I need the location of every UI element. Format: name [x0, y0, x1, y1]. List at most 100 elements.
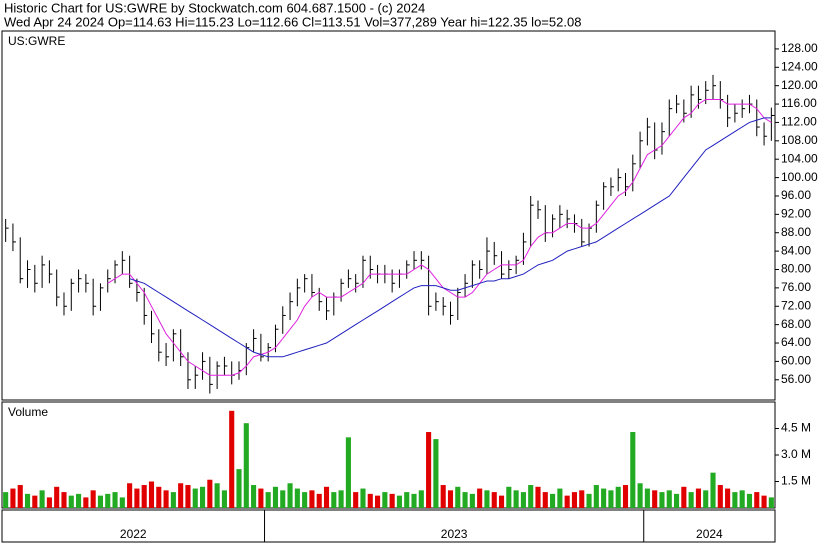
volume-bar	[229, 410, 235, 508]
volume-bar	[462, 492, 468, 508]
volume-bar	[688, 492, 694, 508]
y-tick-label: 124.00	[781, 59, 818, 73]
volume-bar	[498, 495, 505, 508]
volume-bar	[586, 493, 592, 508]
volume-bar	[90, 490, 96, 508]
volume-bar	[659, 492, 665, 508]
volume-bar	[272, 486, 279, 508]
volume-bar	[564, 495, 570, 508]
volume-bar	[3, 492, 9, 508]
y-tick-label: 100.00	[781, 170, 818, 184]
volume-panel	[1, 401, 776, 509]
y-tick-label: 108.00	[781, 133, 818, 147]
volume-bar	[746, 493, 753, 508]
y-tick-label: 92.00	[781, 207, 811, 221]
volume-bar	[251, 485, 257, 508]
volume-bar	[447, 490, 454, 508]
volume-bar	[768, 497, 774, 508]
volume-bar	[761, 495, 767, 508]
volume-bar	[141, 485, 147, 508]
volume-bar	[739, 490, 745, 508]
volume-bar	[593, 485, 599, 508]
volume-bar	[754, 492, 760, 508]
volume-bar	[433, 439, 439, 508]
y-tick-label: 60.00	[781, 354, 811, 368]
volume-bar	[710, 472, 716, 508]
volume-bar	[506, 486, 512, 508]
volume-bar	[353, 492, 359, 508]
volume-bar	[557, 488, 563, 508]
volume-bar	[725, 488, 731, 508]
volume-bar	[703, 490, 709, 508]
symbol-label: US:GWRE	[8, 34, 65, 48]
volume-bar	[54, 486, 60, 508]
volume-bar	[717, 485, 723, 508]
volume-bar	[221, 490, 227, 508]
volume-bar	[214, 483, 220, 508]
volume-bar	[309, 490, 315, 508]
x-tick-label: 2024	[696, 527, 723, 541]
volume-bar	[265, 492, 271, 508]
volume-bar	[418, 490, 424, 508]
volume-bar	[236, 469, 242, 508]
volume-bar	[571, 492, 578, 508]
y-tick-label: 3.0 M	[781, 447, 811, 461]
volume-bar	[484, 490, 490, 508]
header-line1: Historic Chart for US:GWRE by Stockwatch…	[4, 0, 425, 15]
y-tick-label: 104.00	[781, 151, 818, 165]
volume-bar	[280, 490, 286, 508]
volume-bar	[382, 492, 388, 508]
volume-bar	[170, 492, 176, 508]
y-tick-label: 116.00	[781, 96, 817, 110]
volume-bar	[134, 488, 140, 508]
volume-bar	[622, 485, 629, 508]
volume-bar	[24, 493, 31, 508]
y-tick-label: 96.00	[781, 188, 811, 202]
volume-bar	[579, 490, 585, 508]
y-tick-label: 64.00	[781, 335, 811, 349]
volume-bar	[17, 485, 23, 508]
moving-average	[107, 99, 772, 376]
y-tick-label: 76.00	[781, 280, 811, 294]
x-tick-label: 2023	[441, 527, 468, 541]
volume-label: Volume	[8, 405, 48, 419]
volume-bar	[119, 497, 125, 508]
volume-bar	[46, 497, 52, 508]
volume-bar	[105, 493, 111, 508]
volume-bar	[360, 488, 366, 508]
y-tick-label: 4.5 M	[781, 421, 811, 435]
volume-bar	[76, 493, 82, 508]
y-tick-label: 72.00	[781, 298, 811, 312]
volume-bar	[83, 497, 89, 508]
volume-bar	[513, 490, 519, 508]
volume-bar	[732, 492, 738, 508]
volume-bar	[178, 483, 184, 508]
volume-bar	[367, 493, 373, 508]
volume-bar	[302, 492, 308, 508]
volume-bar	[338, 490, 344, 508]
y-tick-label: 68.00	[781, 317, 811, 331]
volume-bar	[608, 490, 614, 508]
volume-bar	[156, 486, 162, 508]
volume-bar	[520, 492, 526, 508]
volume-bar	[673, 493, 680, 508]
volume-bar	[601, 488, 607, 508]
volume-bar	[426, 432, 432, 508]
volume-bar	[68, 495, 74, 508]
volume-bar	[316, 493, 322, 508]
volume-bar	[389, 493, 395, 508]
volume-bar	[163, 490, 169, 508]
volume-bar	[644, 488, 650, 508]
date-panel	[1, 509, 776, 543]
y-tick-label: 128.00	[781, 41, 818, 55]
volume-bar	[199, 486, 206, 508]
moving-average	[129, 117, 772, 358]
volume-bar	[148, 481, 155, 508]
volume-bar	[61, 492, 67, 508]
y-tick-label: 120.00	[781, 78, 818, 92]
volume-bar	[491, 492, 497, 508]
y-tick-label: 84.00	[781, 243, 811, 257]
volume-bar	[528, 485, 534, 508]
volume-bar	[323, 486, 330, 508]
volume-bar	[127, 483, 133, 508]
